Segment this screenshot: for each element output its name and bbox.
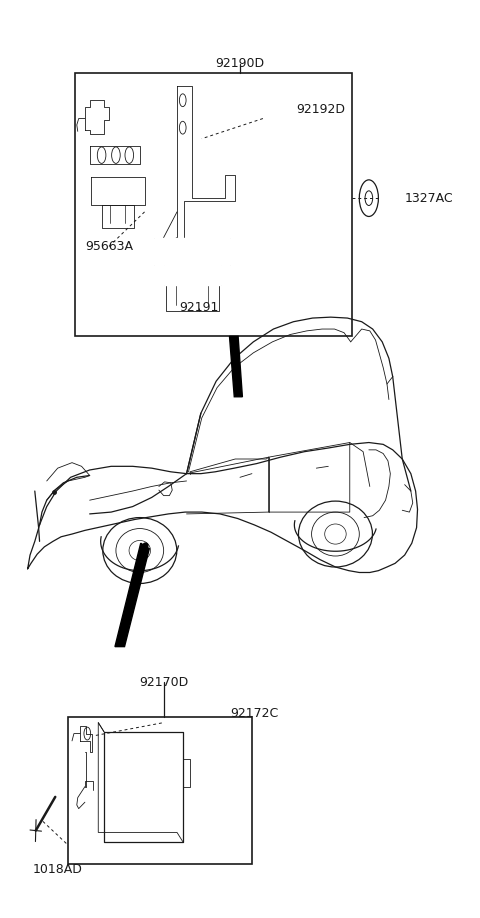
Text: 92192D: 92192D	[297, 103, 346, 116]
Text: 1327AC: 1327AC	[404, 192, 453, 205]
Polygon shape	[229, 336, 242, 397]
Text: 92170D: 92170D	[139, 676, 188, 688]
Text: 92190D: 92190D	[216, 57, 264, 70]
Text: 92172C: 92172C	[230, 707, 278, 720]
Text: 92191: 92191	[180, 301, 219, 315]
Text: 1018AD: 1018AD	[33, 863, 83, 876]
Polygon shape	[154, 238, 230, 285]
Text: 95663A: 95663A	[85, 241, 133, 253]
Bar	[75, 73, 352, 336]
Polygon shape	[115, 543, 149, 646]
Bar	[68, 717, 252, 864]
